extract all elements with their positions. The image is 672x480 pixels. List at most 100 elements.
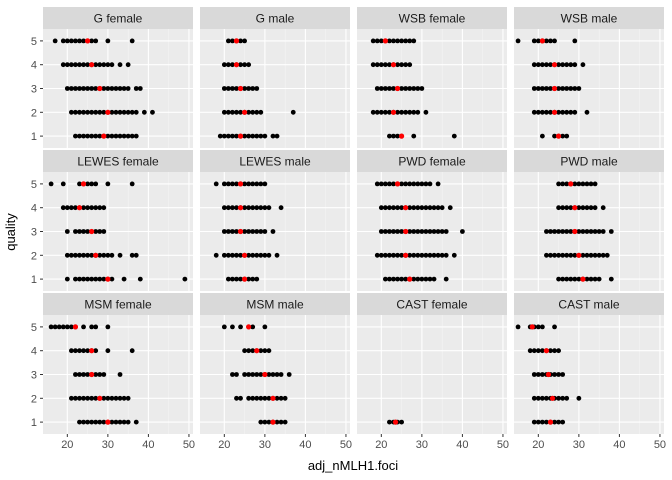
data-point xyxy=(77,229,82,234)
data-point xyxy=(399,62,404,68)
y-tick-label: 5 xyxy=(31,36,37,48)
data-point xyxy=(592,252,598,258)
data-point xyxy=(250,86,256,91)
data-point xyxy=(588,276,594,282)
data-point xyxy=(81,348,86,354)
data-point xyxy=(258,133,264,139)
data-point xyxy=(411,205,417,211)
data-point xyxy=(419,86,425,91)
data-point xyxy=(451,252,457,258)
data-point xyxy=(129,252,135,258)
data-point xyxy=(246,181,252,187)
data-point xyxy=(560,133,566,139)
data-point xyxy=(250,395,256,401)
data-point xyxy=(427,181,433,187)
data-point xyxy=(431,229,437,234)
data-point xyxy=(234,109,239,115)
data-point xyxy=(564,181,570,187)
data-point xyxy=(64,62,70,68)
data-point xyxy=(101,395,107,401)
data-point xyxy=(419,181,425,187)
data-point xyxy=(451,133,457,139)
data-point xyxy=(370,109,376,115)
data-point xyxy=(81,133,86,139)
data-point xyxy=(387,109,392,115)
data-point xyxy=(531,395,537,401)
data-point xyxy=(137,276,143,282)
data-point xyxy=(68,205,74,211)
data-point xyxy=(423,229,429,234)
y-tick-label: 5 xyxy=(31,179,37,191)
data-point xyxy=(411,229,417,234)
data-point xyxy=(560,395,566,401)
data-point xyxy=(262,395,268,401)
data-point xyxy=(548,38,553,44)
data-point xyxy=(254,229,260,234)
facet-strip-label: G male xyxy=(256,12,295,26)
data-point xyxy=(97,276,103,282)
data-point xyxy=(435,181,441,187)
mean-point xyxy=(233,62,240,68)
data-point xyxy=(121,419,127,425)
data-point xyxy=(370,62,376,68)
mean-point xyxy=(398,133,405,139)
data-point xyxy=(407,86,413,91)
data-point xyxy=(221,133,227,139)
data-point xyxy=(221,324,227,330)
data-point xyxy=(93,205,99,211)
data-point xyxy=(399,86,404,91)
mean-point xyxy=(97,85,103,92)
data-point xyxy=(588,252,594,258)
data-point xyxy=(97,133,103,139)
data-point xyxy=(85,348,90,354)
data-point xyxy=(378,252,384,258)
data-point xyxy=(77,133,82,139)
data-point xyxy=(101,205,107,211)
data-point xyxy=(568,62,574,68)
data-point xyxy=(604,252,610,258)
data-point xyxy=(411,86,417,91)
mean-point xyxy=(270,419,276,425)
x-tick-label: 30 xyxy=(102,439,114,451)
data-point xyxy=(81,324,86,330)
x-tick-label: 40 xyxy=(456,439,468,451)
mean-point xyxy=(382,38,388,44)
data-point xyxy=(290,109,296,115)
data-point xyxy=(89,252,95,258)
y-tick-label: 3 xyxy=(31,227,37,239)
data-point xyxy=(121,395,127,401)
data-point xyxy=(64,252,70,258)
y-axis-title: quality xyxy=(3,213,18,251)
data-point xyxy=(117,133,123,139)
data-point xyxy=(97,252,103,258)
data-point xyxy=(81,38,86,44)
data-point xyxy=(81,395,86,401)
data-point xyxy=(592,205,598,211)
data-point xyxy=(266,419,272,425)
data-point xyxy=(221,252,227,258)
data-point xyxy=(141,109,147,115)
data-point xyxy=(246,395,252,401)
data-point xyxy=(395,229,400,234)
facet-strip-label: MSM male xyxy=(246,298,304,312)
data-point xyxy=(73,348,78,354)
data-point xyxy=(382,276,388,282)
data-point xyxy=(121,133,127,139)
data-point xyxy=(105,181,111,187)
data-point xyxy=(125,86,131,91)
data-point xyxy=(97,419,103,425)
data-point xyxy=(535,109,541,115)
data-point xyxy=(81,205,86,211)
mean-point xyxy=(270,395,276,401)
data-point xyxy=(531,348,537,354)
data-point xyxy=(568,252,574,258)
data-point xyxy=(133,419,139,425)
data-point xyxy=(93,324,99,330)
data-point xyxy=(93,38,99,44)
data-point xyxy=(234,86,239,91)
x-tick-label: 20 xyxy=(532,439,544,451)
data-point xyxy=(105,324,111,330)
mean-point xyxy=(539,38,545,44)
data-point xyxy=(568,86,574,91)
